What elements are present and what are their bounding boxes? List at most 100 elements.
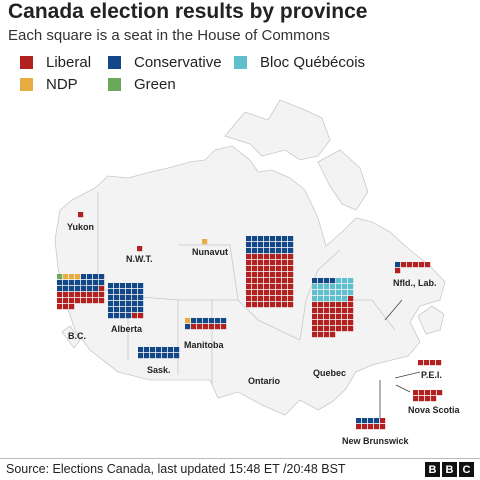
seat-bloc <box>318 296 324 302</box>
seat-liberal <box>276 302 282 308</box>
label-nb: New Brunswick <box>342 436 410 446</box>
seat-grid-nb <box>356 418 386 430</box>
seat-grid-quebec <box>312 278 354 338</box>
seat-liberal <box>282 278 288 284</box>
seat-liberal <box>69 304 75 310</box>
seat-liberal <box>431 390 437 396</box>
seat-liberal <box>63 292 69 298</box>
seat-liberal <box>318 332 324 338</box>
seat-liberal <box>270 290 276 296</box>
seat-liberal <box>425 390 431 396</box>
seat-conservative <box>395 262 401 268</box>
label-manitoba: Manitoba <box>184 340 224 350</box>
seat-liberal <box>252 290 258 296</box>
seat-liberal <box>330 302 336 308</box>
seat-liberal <box>252 254 258 260</box>
seat-liberal <box>419 262 425 268</box>
seat-grid-nwt <box>137 246 143 252</box>
label-sask: Sask. <box>147 365 171 375</box>
seat-liberal <box>270 272 276 278</box>
seat-liberal <box>246 266 252 272</box>
seat-conservative <box>132 301 138 307</box>
seat-conservative <box>120 307 126 313</box>
seat-conservative <box>108 283 114 289</box>
seat-liberal <box>282 272 288 278</box>
seat-liberal <box>252 302 258 308</box>
source-note: Source: Elections Canada, last updated 1… <box>6 462 346 476</box>
seat-conservative <box>120 289 126 295</box>
seat-conservative <box>138 295 144 301</box>
seat-liberal <box>270 296 276 302</box>
seat-liberal <box>342 326 348 332</box>
seat-conservative <box>276 242 282 248</box>
label-ontario: Ontario <box>248 376 281 386</box>
seat-liberal <box>419 396 425 402</box>
seat-conservative <box>120 301 126 307</box>
legend-item-bloc: Bloc Québécois <box>234 54 365 71</box>
seat-conservative <box>156 353 162 359</box>
seat-liberal <box>368 424 374 430</box>
seat-liberal <box>57 292 63 298</box>
seat-conservative <box>108 295 114 301</box>
nfld-leader <box>384 299 403 321</box>
seat-bloc <box>348 278 354 284</box>
seat-bloc <box>336 296 342 302</box>
seat-conservative <box>132 283 138 289</box>
seat-conservative <box>203 318 209 324</box>
seat-liberal <box>312 320 318 326</box>
seat-liberal <box>380 418 386 424</box>
seat-liberal <box>264 278 270 284</box>
seat-liberal <box>246 290 252 296</box>
seat-ndp <box>185 318 191 324</box>
seat-liberal <box>330 308 336 314</box>
seat-conservative <box>81 280 87 286</box>
seat-liberal <box>99 298 105 304</box>
seat-bloc <box>318 284 324 290</box>
seat-conservative <box>221 318 227 324</box>
seat-conservative <box>174 353 180 359</box>
seat-conservative <box>276 248 282 254</box>
seat-liberal <box>246 284 252 290</box>
label-alberta: Alberta <box>111 324 143 334</box>
seat-liberal <box>270 254 276 260</box>
region-labels: Yukon N.W.T. Nunavut B.C. Alberta Sask. … <box>67 222 461 446</box>
seat-liberal <box>81 292 87 298</box>
seat-conservative <box>288 248 294 254</box>
seat-conservative <box>126 283 132 289</box>
seat-liberal <box>324 302 330 308</box>
seat-liberal <box>69 292 75 298</box>
seat-conservative <box>114 283 120 289</box>
seat-liberal <box>246 260 252 266</box>
seat-conservative <box>162 353 168 359</box>
label-quebec: Quebec <box>313 368 346 378</box>
seat-liberal <box>436 360 442 366</box>
seat-liberal <box>348 308 354 314</box>
seat-conservative <box>246 242 252 248</box>
seat-liberal <box>137 246 143 252</box>
seat-liberal <box>288 266 294 272</box>
seat-grid-sask <box>138 347 180 359</box>
seat-conservative <box>156 347 162 353</box>
seat-conservative <box>108 289 114 295</box>
seat-liberal <box>264 260 270 266</box>
seat-conservative <box>63 286 69 292</box>
seat-liberal <box>81 298 87 304</box>
seat-conservative <box>114 313 120 319</box>
seat-bloc <box>336 278 342 284</box>
seat-liberal <box>312 302 318 308</box>
seat-liberal <box>209 324 215 330</box>
seat-liberal <box>407 262 413 268</box>
seat-liberal <box>57 304 63 310</box>
legend-item-ndp: NDP <box>20 76 78 93</box>
seat-liberal <box>348 296 354 302</box>
seat-liberal <box>276 254 282 260</box>
label-nunavut: Nunavut <box>192 247 228 257</box>
seat-liberal <box>356 424 362 430</box>
seat-conservative <box>138 301 144 307</box>
seat-liberal <box>270 284 276 290</box>
seat-liberal <box>78 212 84 218</box>
seat-liberal <box>312 326 318 332</box>
seat-conservative <box>252 236 258 242</box>
seat-conservative <box>114 289 120 295</box>
seat-conservative <box>258 242 264 248</box>
